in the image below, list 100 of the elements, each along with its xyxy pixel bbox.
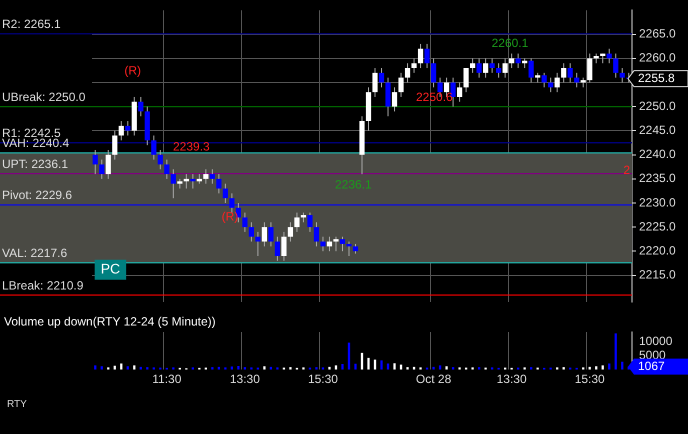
candlestick — [418, 43, 424, 69]
candlestick — [196, 174, 202, 184]
candlestick — [411, 58, 417, 74]
candlestick — [190, 174, 196, 190]
bar — [608, 363, 610, 370]
bar — [126, 366, 129, 370]
candlestick — [528, 58, 534, 83]
bar — [237, 366, 240, 370]
ref-line-label: Pivot: 2229.6 — [2, 188, 72, 202]
candlestick — [340, 236, 346, 252]
candlestick — [378, 68, 384, 88]
candlestick — [542, 72, 547, 88]
candlestick — [561, 62, 566, 83]
candlestick — [352, 243, 358, 254]
candlestick — [456, 82, 462, 102]
candlestick — [248, 222, 254, 242]
candlestick — [509, 53, 514, 69]
x-tick-label: 15:30 — [574, 372, 606, 386]
bar — [152, 367, 155, 370]
ref-line-label: UPT: 2236.1 — [2, 156, 68, 171]
x-tick-label: 13:30 — [230, 372, 260, 386]
bar — [211, 367, 214, 370]
candlestick — [281, 231, 287, 262]
candlestick — [548, 77, 554, 93]
candlestick — [574, 72, 580, 88]
text: 2255.8 — [638, 70, 676, 85]
candlestick — [151, 135, 156, 160]
candlestick — [294, 212, 300, 232]
candlestick — [496, 62, 502, 78]
candlestick — [594, 53, 599, 64]
ref-line-label: LBreak: 2210.9 — [2, 278, 84, 292]
candlestick — [490, 58, 495, 74]
candlestick — [300, 212, 306, 223]
bar — [602, 365, 604, 370]
y-tick-label: 2265.0 — [639, 26, 676, 41]
candlestick — [288, 222, 294, 242]
bar — [192, 367, 194, 370]
y-tick-label: 10000 — [639, 334, 673, 348]
candlestick — [274, 236, 280, 262]
bar — [133, 365, 136, 370]
candlestick — [92, 149, 98, 175]
candlestick — [216, 174, 222, 194]
ref-line-label: R2: 2265.1 — [2, 17, 62, 32]
candlestick — [483, 58, 488, 78]
bar — [140, 366, 142, 370]
candlestick — [268, 222, 274, 247]
candlestick — [613, 53, 618, 78]
y-tick-label: 2245.0 — [639, 123, 676, 138]
chart-title: Volume up down(RTY 12-24 (5 Minute)) — [4, 314, 216, 328]
y-tick-label: 2240.0 — [639, 147, 676, 162]
candlestick — [158, 149, 163, 170]
bar — [614, 333, 617, 370]
candlestick — [184, 174, 189, 190]
bar — [595, 366, 598, 370]
candlestick — [138, 96, 144, 117]
candlestick — [568, 62, 573, 83]
y-tick-label: 2225.0 — [639, 219, 676, 234]
candlestick — [210, 168, 215, 184]
candlestick — [346, 241, 352, 257]
annotation: (R) — [222, 210, 238, 224]
y-tick-label: 2230.0 — [639, 195, 676, 210]
bar — [556, 367, 558, 370]
annotation: 2239.3 — [173, 140, 210, 154]
candlestick — [502, 58, 508, 78]
bar — [621, 362, 624, 370]
bar — [114, 366, 116, 370]
bar — [146, 367, 148, 370]
candlestick — [587, 53, 592, 83]
candlestick — [307, 212, 313, 232]
bar — [172, 367, 174, 370]
bar — [530, 367, 532, 370]
candlestick — [203, 168, 208, 184]
bar — [100, 366, 103, 370]
candlestick — [125, 120, 130, 136]
x-tick-label: 13:30 — [496, 372, 527, 386]
x-tick-label: 15:30 — [308, 372, 338, 386]
y-tick-label: 2215.0 — [639, 268, 676, 282]
y-tick-label: 2250.0 — [639, 98, 676, 113]
text: RTY — [7, 398, 28, 410]
bar — [490, 367, 494, 370]
candlestick — [255, 231, 261, 257]
bar — [230, 366, 234, 370]
bar — [94, 365, 96, 370]
candlestick — [516, 53, 521, 69]
candlestick — [333, 236, 339, 252]
annotation: (R) — [124, 64, 142, 78]
candlestick — [262, 222, 268, 247]
candlestick — [164, 159, 170, 180]
annotation: PC — [100, 260, 120, 277]
candlestick — [372, 68, 378, 98]
candlestick — [606, 48, 612, 64]
x-tick-label: 11:30 — [152, 372, 182, 386]
candlestick — [404, 62, 410, 83]
bar — [393, 363, 396, 370]
candlestick — [476, 58, 482, 78]
candlestick — [99, 159, 104, 180]
bar — [120, 363, 122, 370]
bar — [562, 367, 565, 370]
bar — [224, 367, 227, 370]
candlestick — [554, 72, 560, 93]
